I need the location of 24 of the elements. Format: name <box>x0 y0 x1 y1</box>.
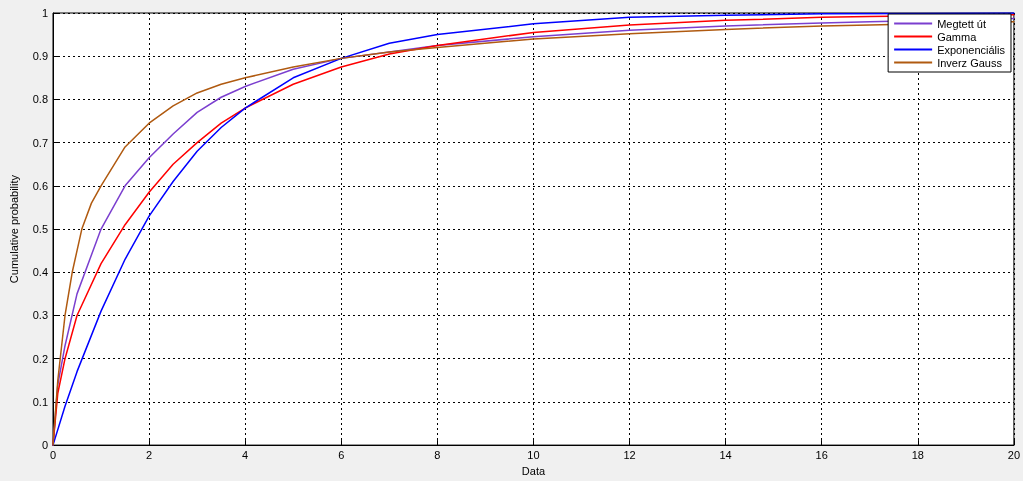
x-tick-label: 6 <box>338 448 345 461</box>
x-tick-label: 18 <box>911 448 924 461</box>
y-tick-label: 0.1 <box>32 395 48 408</box>
x-tick-label: 14 <box>719 448 732 461</box>
x-axis-title: Data <box>521 464 546 477</box>
x-tick-label: 4 <box>242 448 249 461</box>
y-tick-label: 0.2 <box>32 352 48 365</box>
y-tick-label: 0.7 <box>32 136 48 149</box>
y-tick-label: 1 <box>41 7 48 19</box>
x-tick-label: 0 <box>49 448 57 461</box>
y-tick-label: 0 <box>41 439 48 452</box>
x-tick-label: 10 <box>527 448 540 461</box>
y-tick-label: 0.3 <box>32 309 48 322</box>
x-tick-label: 20 <box>1007 448 1021 461</box>
y-tick-label: 0.4 <box>32 266 48 279</box>
y-tick-label: 0.5 <box>32 223 48 236</box>
y-tick-label: 0.6 <box>32 179 48 192</box>
y-tick-label: 0.9 <box>32 50 48 63</box>
x-tick-label: 2 <box>146 448 153 461</box>
x-tick-label: 8 <box>434 448 441 461</box>
y-axis-title: Cumulative probability <box>7 174 20 284</box>
y-tick-label: 0.8 <box>32 93 48 106</box>
x-tick-label: 16 <box>815 448 828 461</box>
x-tick-label: 12 <box>623 448 636 461</box>
